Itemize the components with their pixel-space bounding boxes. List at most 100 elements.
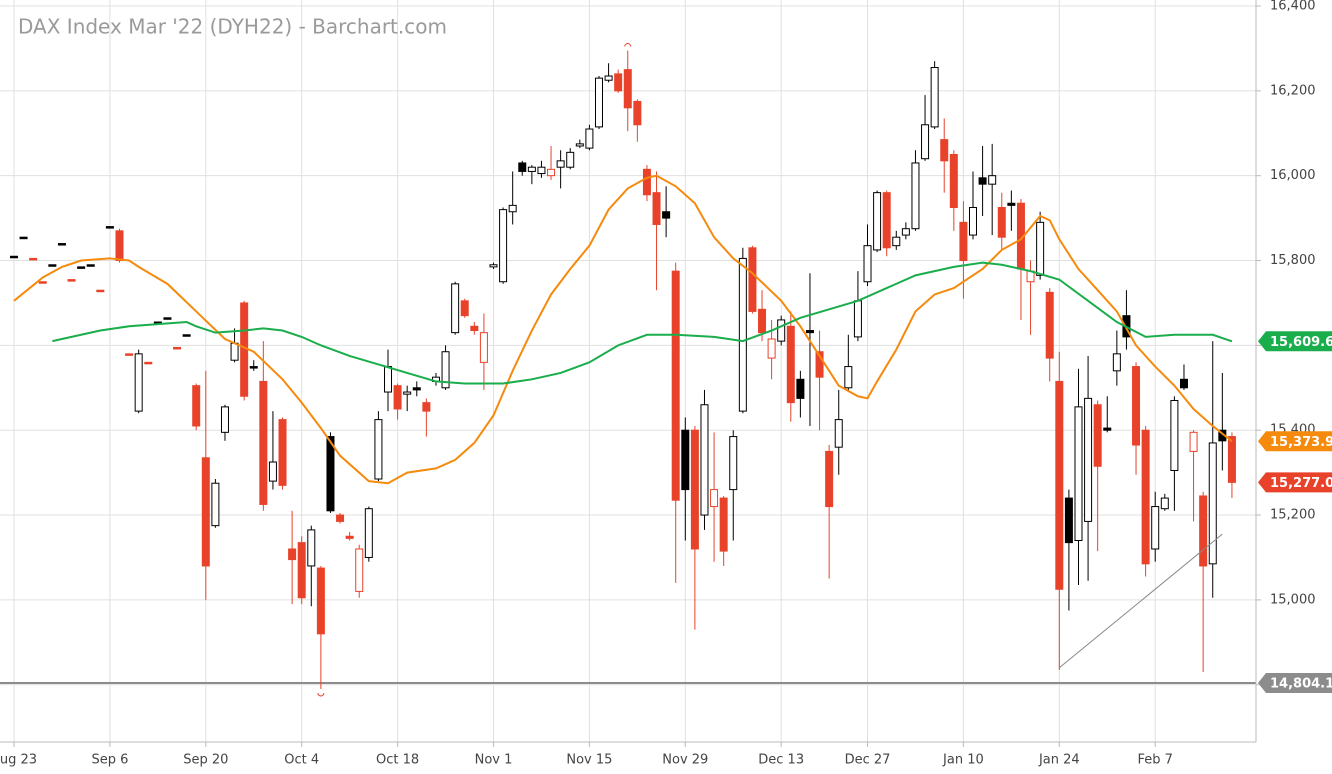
candle-body	[681, 429, 690, 491]
candle-body	[815, 351, 824, 378]
candle-body	[125, 353, 134, 356]
candle-body	[201, 457, 210, 567]
candle-body	[873, 192, 882, 251]
x-tick-label: Nov 1	[475, 753, 513, 768]
candle-body	[470, 325, 479, 332]
candle-body	[297, 542, 306, 599]
candle-body	[623, 69, 632, 109]
candle-body	[345, 535, 354, 539]
candle-body	[441, 351, 450, 389]
candle-body	[249, 366, 258, 369]
x-tick-label: Nov 29	[662, 753, 708, 768]
x-tick-label: Jan 24	[1038, 753, 1080, 768]
candle-body	[316, 567, 325, 635]
price-label: 14,804.1	[1270, 676, 1332, 691]
x-tick-label: Dec 13	[758, 753, 804, 768]
moving-average-line	[52, 261, 1233, 385]
candle-body	[57, 243, 66, 246]
candle-body	[508, 204, 517, 213]
candle-body	[1227, 436, 1236, 483]
candle-body	[451, 283, 460, 334]
candle-body	[930, 67, 939, 128]
candle-body	[10, 255, 18, 259]
candle-body	[547, 168, 556, 177]
candle-body	[77, 266, 86, 269]
price-label-box	[1258, 672, 1332, 693]
candle-body	[29, 257, 38, 261]
candle-body	[710, 489, 719, 508]
candle-body	[173, 346, 182, 350]
candle-body	[1151, 506, 1160, 550]
candle-body	[96, 289, 105, 293]
candle-body	[163, 317, 172, 320]
candle-body	[1036, 221, 1045, 276]
candle-body	[336, 514, 345, 522]
candle-body	[700, 404, 709, 516]
candle-body	[1179, 378, 1188, 389]
candle-body	[1045, 291, 1054, 359]
candle-body	[882, 192, 891, 249]
candle-body	[460, 300, 469, 317]
candle-body	[19, 236, 28, 240]
candle-body	[134, 353, 143, 412]
candle-body	[767, 338, 776, 359]
candle-body	[1170, 400, 1179, 472]
candle-body	[182, 334, 191, 337]
candle-body	[1208, 442, 1217, 565]
candle-body	[892, 236, 901, 247]
candle-body	[1084, 397, 1093, 522]
candle-body	[1199, 495, 1208, 567]
y-tick-label: 16,000	[1270, 168, 1316, 183]
candle-body	[527, 166, 536, 172]
x-tick-label: Feb 7	[1137, 753, 1172, 768]
price-label: 15,609.6	[1270, 335, 1332, 350]
candle-body	[326, 436, 335, 512]
candle-body	[652, 192, 661, 225]
candle-body	[479, 332, 488, 363]
candle-body	[825, 450, 834, 508]
candle-body	[1103, 427, 1112, 431]
candle-body	[901, 228, 910, 236]
candle-body	[844, 366, 853, 389]
trendline	[1058, 533, 1223, 669]
moving-average-line	[13, 174, 1233, 485]
y-tick-label: 16,200	[1270, 83, 1316, 98]
candle-body	[48, 264, 57, 267]
candle-body	[355, 548, 364, 592]
y-tick-label: 15,800	[1270, 253, 1316, 268]
candle-body	[978, 177, 987, 185]
candle-body	[556, 160, 565, 168]
candle-body	[1160, 497, 1169, 510]
candle-body	[259, 380, 268, 505]
candle-body	[1189, 431, 1198, 452]
candle-body	[662, 211, 671, 219]
price-label-box	[1258, 472, 1332, 493]
candle-body	[566, 151, 575, 168]
candle-body	[537, 166, 546, 175]
candle-body	[288, 548, 297, 561]
candle-body	[211, 482, 220, 527]
candle-body	[575, 143, 584, 147]
candle-body	[499, 209, 508, 283]
candle-body	[1141, 429, 1150, 565]
candle-body	[738, 257, 747, 412]
chart-title: DAX Index Mar '22 (DYH22) - Barchart.com	[18, 15, 447, 39]
candle-body	[1132, 366, 1141, 446]
candle-body	[777, 319, 786, 342]
candle-body	[518, 162, 527, 172]
candle-body	[594, 77, 603, 128]
candle-body	[690, 429, 699, 550]
candle-body	[38, 281, 47, 284]
x-tick-label: Sep 6	[91, 753, 128, 768]
candle-body	[1074, 406, 1083, 542]
candle-body	[671, 270, 680, 501]
y-tick-label: 15,000	[1270, 592, 1316, 607]
candle-body	[364, 508, 373, 558]
candle-body	[67, 279, 76, 282]
candle-body	[748, 247, 757, 312]
candle-body	[144, 361, 153, 365]
candle-body	[633, 100, 642, 126]
candle-body	[786, 325, 795, 404]
